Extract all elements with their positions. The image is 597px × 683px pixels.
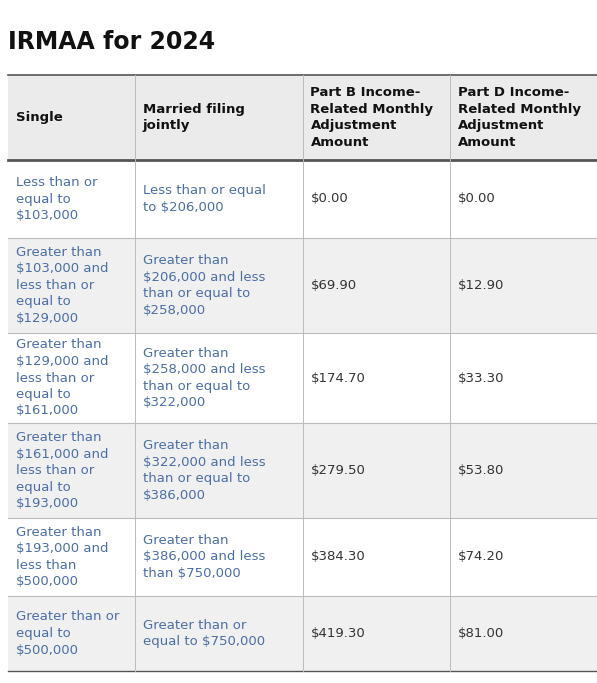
Text: Greater than or
equal to
$500,000: Greater than or equal to $500,000	[16, 611, 119, 656]
Bar	[8, 518, 597, 596]
Bar	[8, 596, 597, 671]
Text: IRMAA for 2024: IRMAA for 2024	[8, 30, 215, 54]
Text: $33.30: $33.30	[458, 372, 504, 385]
Text: Greater than
$322,000 and less
than or equal to
$386,000: Greater than $322,000 and less than or e…	[143, 439, 265, 502]
Text: $174.70: $174.70	[310, 372, 365, 385]
Text: $53.80: $53.80	[458, 464, 504, 477]
Bar	[8, 238, 597, 333]
Text: Greater than
$161,000 and
less than or
equal to
$193,000: Greater than $161,000 and less than or e…	[16, 431, 109, 510]
Bar	[8, 423, 597, 518]
Text: Single: Single	[16, 111, 63, 124]
Text: $279.50: $279.50	[310, 464, 365, 477]
Text: Greater than
$206,000 and less
than or equal to
$258,000: Greater than $206,000 and less than or e…	[143, 254, 265, 317]
Text: Less than or equal
to $206,000: Less than or equal to $206,000	[143, 184, 266, 214]
Text: Greater than
$386,000 and less
than $750,000: Greater than $386,000 and less than $750…	[143, 534, 265, 580]
Text: $12.90: $12.90	[458, 279, 504, 292]
Text: Less than or
equal to
$103,000: Less than or equal to $103,000	[16, 176, 97, 222]
Text: Part B Income-
Related Monthly
Adjustment
Amount: Part B Income- Related Monthly Adjustmen…	[310, 86, 433, 149]
Text: Part D Income-
Related Monthly
Adjustment
Amount: Part D Income- Related Monthly Adjustmen…	[458, 86, 581, 149]
Text: Greater than or
equal to $750,000: Greater than or equal to $750,000	[143, 619, 264, 648]
Text: $0.00: $0.00	[458, 193, 496, 206]
Text: $81.00: $81.00	[458, 627, 504, 640]
Bar	[8, 75, 597, 160]
Text: $419.30: $419.30	[310, 627, 365, 640]
Text: $69.90: $69.90	[310, 279, 356, 292]
Text: $74.20: $74.20	[458, 550, 504, 563]
Bar	[8, 333, 597, 423]
Text: Greater than
$258,000 and less
than or equal to
$322,000: Greater than $258,000 and less than or e…	[143, 347, 265, 409]
Text: Greater than
$193,000 and
less than
$500,000: Greater than $193,000 and less than $500…	[16, 526, 109, 588]
Text: $384.30: $384.30	[310, 550, 365, 563]
Text: Greater than
$129,000 and
less than or
equal to
$161,000: Greater than $129,000 and less than or e…	[16, 339, 109, 417]
Text: Greater than
$103,000 and
less than or
equal to
$129,000: Greater than $103,000 and less than or e…	[16, 246, 109, 325]
Bar	[8, 160, 597, 238]
Text: Married filing
jointly: Married filing jointly	[143, 102, 245, 133]
Text: $0.00: $0.00	[310, 193, 348, 206]
